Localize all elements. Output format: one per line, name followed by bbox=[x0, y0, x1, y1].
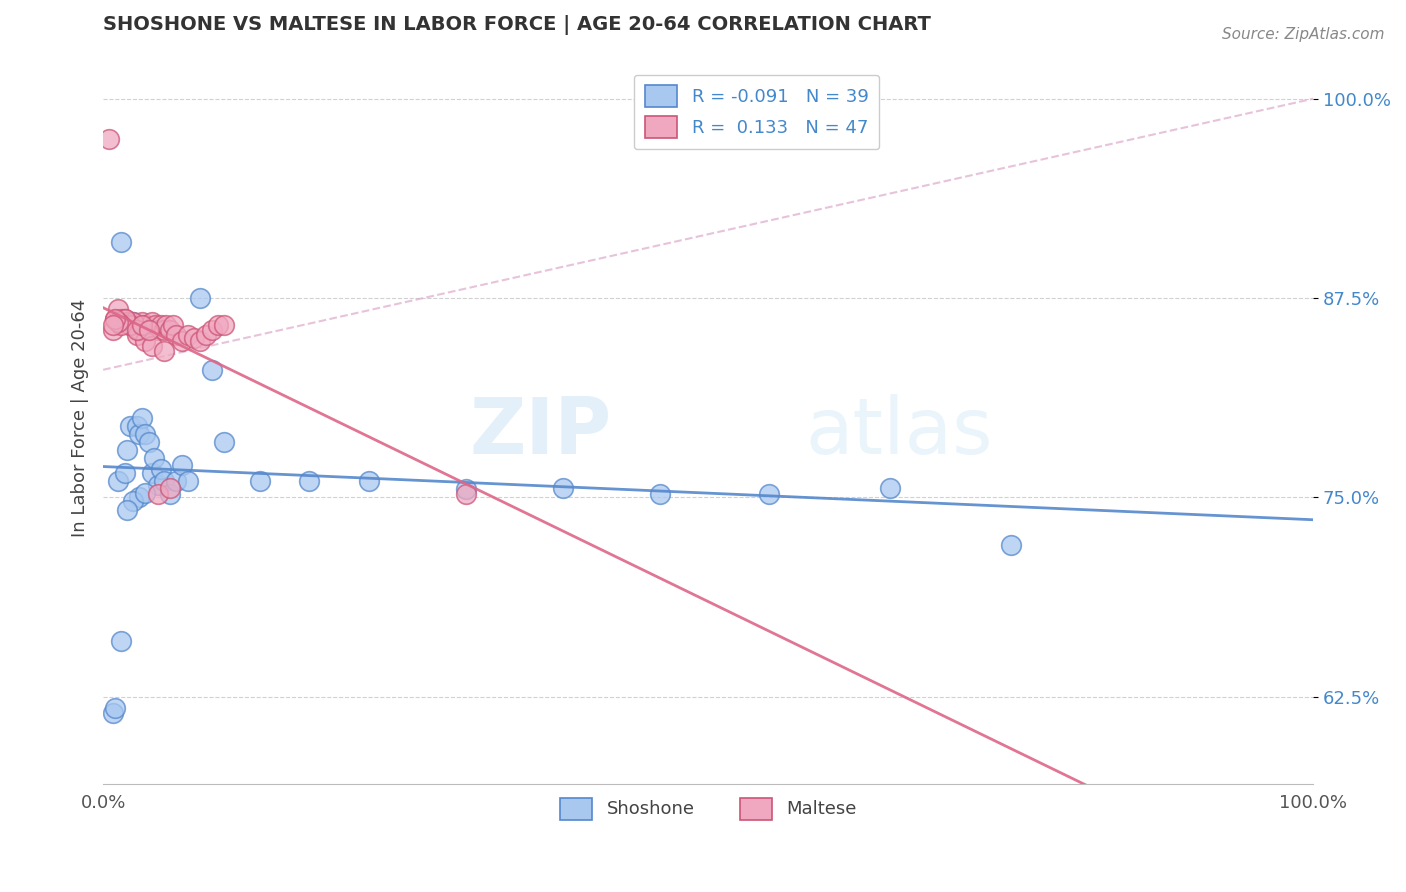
Point bbox=[110, 311, 132, 326]
Point bbox=[125, 327, 148, 342]
Point bbox=[551, 481, 574, 495]
Point bbox=[134, 334, 156, 348]
Text: Source: ZipAtlas.com: Source: ZipAtlas.com bbox=[1222, 27, 1385, 42]
Point bbox=[125, 418, 148, 433]
Point bbox=[131, 410, 153, 425]
Point bbox=[165, 327, 187, 342]
Point bbox=[118, 318, 141, 333]
Point bbox=[141, 339, 163, 353]
Point bbox=[128, 323, 150, 337]
Point bbox=[107, 315, 129, 329]
Point bbox=[141, 467, 163, 481]
Point bbox=[165, 475, 187, 489]
Point bbox=[183, 331, 205, 345]
Point bbox=[104, 311, 127, 326]
Point bbox=[114, 311, 136, 326]
Point bbox=[150, 318, 173, 333]
Point bbox=[188, 291, 211, 305]
Point bbox=[125, 323, 148, 337]
Point bbox=[298, 475, 321, 489]
Point bbox=[155, 318, 177, 333]
Point bbox=[117, 503, 139, 517]
Point bbox=[98, 131, 121, 145]
Point bbox=[107, 302, 129, 317]
Point bbox=[177, 327, 200, 342]
Point bbox=[170, 458, 193, 473]
Point bbox=[134, 318, 156, 333]
Point bbox=[152, 323, 174, 337]
Point bbox=[758, 487, 780, 501]
Point bbox=[177, 475, 200, 489]
Text: ZIP: ZIP bbox=[470, 394, 612, 470]
Point bbox=[143, 318, 166, 333]
Point bbox=[114, 467, 136, 481]
Point bbox=[152, 343, 174, 358]
Point bbox=[159, 323, 181, 337]
Point bbox=[117, 442, 139, 457]
Point bbox=[134, 426, 156, 441]
Point bbox=[118, 318, 141, 333]
Point bbox=[128, 491, 150, 505]
Point bbox=[162, 318, 184, 333]
Point bbox=[110, 318, 132, 333]
Point bbox=[134, 485, 156, 500]
Point bbox=[131, 315, 153, 329]
Point bbox=[152, 475, 174, 489]
Point bbox=[122, 315, 145, 329]
Point bbox=[101, 323, 124, 337]
Point bbox=[104, 311, 127, 326]
Point bbox=[249, 475, 271, 489]
Point bbox=[117, 315, 139, 329]
Point bbox=[188, 334, 211, 348]
Point bbox=[159, 481, 181, 495]
Point bbox=[122, 493, 145, 508]
Point bbox=[146, 477, 169, 491]
Point bbox=[107, 475, 129, 489]
Point bbox=[879, 481, 901, 495]
Legend: Shoshone, Maltese: Shoshone, Maltese bbox=[553, 790, 865, 827]
Point bbox=[150, 461, 173, 475]
Point bbox=[1000, 538, 1022, 552]
Point bbox=[138, 323, 160, 337]
Point bbox=[118, 418, 141, 433]
Point bbox=[122, 315, 145, 329]
Point bbox=[195, 327, 218, 342]
Point bbox=[212, 318, 235, 333]
Text: SHOSHONE VS MALTESE IN LABOR FORCE | AGE 20-64 CORRELATION CHART: SHOSHONE VS MALTESE IN LABOR FORCE | AGE… bbox=[103, 15, 931, 35]
Point bbox=[456, 487, 478, 501]
Point bbox=[122, 318, 145, 333]
Point bbox=[101, 318, 124, 333]
Point bbox=[131, 318, 153, 333]
Y-axis label: In Labor Force | Age 20-64: In Labor Force | Age 20-64 bbox=[72, 299, 89, 537]
Text: atlas: atlas bbox=[806, 394, 993, 470]
Point bbox=[138, 323, 160, 337]
Point bbox=[142, 450, 165, 465]
Point bbox=[201, 323, 224, 337]
Point bbox=[170, 334, 193, 348]
Point bbox=[114, 311, 136, 326]
Point bbox=[359, 475, 381, 489]
Point bbox=[207, 318, 229, 333]
Point bbox=[159, 487, 181, 501]
Point bbox=[146, 487, 169, 501]
Point bbox=[212, 434, 235, 449]
Point bbox=[138, 434, 160, 449]
Point bbox=[141, 315, 163, 329]
Point bbox=[104, 701, 127, 715]
Point bbox=[456, 483, 478, 497]
Point bbox=[110, 235, 132, 250]
Point bbox=[128, 426, 150, 441]
Point bbox=[146, 323, 169, 337]
Point bbox=[101, 706, 124, 720]
Point bbox=[110, 633, 132, 648]
Point bbox=[201, 363, 224, 377]
Point bbox=[648, 487, 671, 501]
